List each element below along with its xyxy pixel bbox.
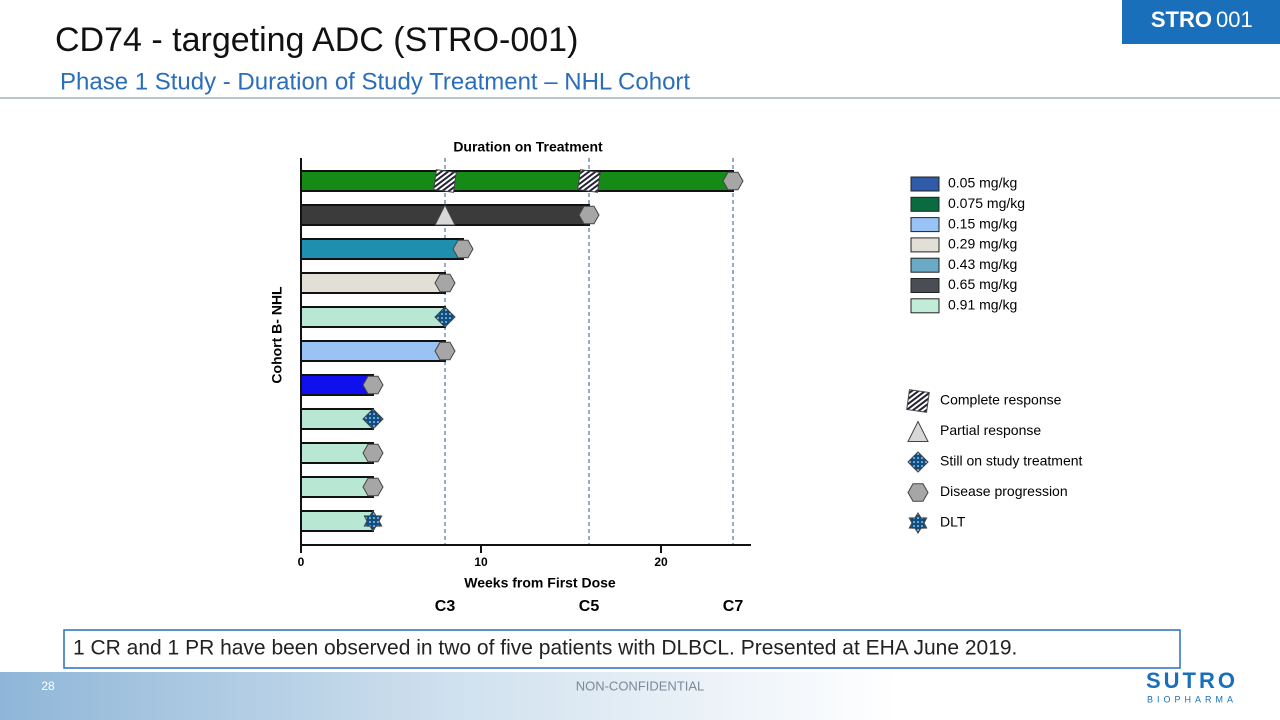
- marker-complete-response: [906, 389, 930, 413]
- marker-disease-progression: [722, 171, 744, 191]
- legend-swatch: [910, 278, 940, 293]
- chart-title: Duration on Treatment: [453, 139, 603, 155]
- event-legend-label: DLT: [940, 514, 966, 530]
- legend-label: 0.91 mg/kg: [948, 297, 1017, 313]
- page-number: 28: [41, 679, 55, 693]
- slide-title: CD74 - targeting ADC (STRO-001): [55, 21, 578, 59]
- bar: [300, 408, 374, 430]
- bar: [300, 272, 446, 294]
- legend-swatch: [910, 176, 940, 192]
- bar: [300, 238, 464, 260]
- marker-on-treatment: [362, 408, 384, 430]
- badge-bold: STRO: [1151, 7, 1212, 32]
- x-tick-label: 0: [298, 555, 305, 569]
- cycle-label: C5: [579, 598, 600, 615]
- marker-disease-progression: [907, 483, 929, 502]
- y-axis-label: Cohort B- NHL: [269, 286, 285, 384]
- marker-disease-progression: [362, 443, 384, 463]
- bar: [300, 170, 734, 192]
- event-legend-label: Complete response: [940, 392, 1062, 408]
- footer-text: NON-CONFIDENTIAL: [576, 678, 705, 693]
- legend-swatch: [910, 196, 940, 212]
- note-box: [63, 629, 1181, 669]
- marker-dlt: [363, 510, 383, 532]
- x-axis-label: Weeks from First Dose: [464, 575, 616, 591]
- marker-dlt: [908, 512, 928, 534]
- bar: [300, 476, 374, 498]
- badge-light: 001: [1216, 7, 1253, 32]
- cycle-label: C3: [435, 598, 456, 615]
- bar: [300, 340, 446, 362]
- legend-swatch: [910, 217, 940, 233]
- marker-disease-progression: [362, 375, 384, 395]
- marker-on-treatment: [434, 306, 456, 328]
- marker-complete-response: [577, 169, 601, 193]
- bar: [300, 306, 446, 328]
- legend-label: 0.05 mg/kg: [948, 175, 1017, 191]
- legend-label: 0.29 mg/kg: [948, 236, 1017, 252]
- logo: SUTRO: [1146, 668, 1238, 693]
- legend-label: 0.43 mg/kg: [948, 256, 1017, 272]
- x-tick-label: 10: [474, 555, 488, 569]
- legend-swatch: [910, 237, 940, 253]
- badge: [1122, 0, 1280, 44]
- footer-band: [0, 672, 1280, 720]
- legend-label: 0.65 mg/kg: [948, 276, 1017, 292]
- marker-partial-response: [434, 203, 456, 226]
- legend-swatch: [910, 257, 940, 273]
- bar: [300, 510, 374, 532]
- marker-disease-progression: [578, 205, 600, 225]
- event-legend-label: Disease progression: [940, 483, 1068, 499]
- marker-partial-response: [907, 420, 929, 442]
- bar: [300, 374, 374, 396]
- logo-sub: BIOPHARMA: [1147, 694, 1237, 704]
- event-legend-label: Partial response: [940, 422, 1041, 438]
- x-tick-label: 20: [654, 555, 668, 569]
- marker-disease-progression: [452, 239, 474, 259]
- marker-disease-progression: [362, 477, 384, 497]
- bar: [300, 442, 374, 464]
- marker-disease-progression: [434, 273, 456, 293]
- legend-label: 0.15 mg/kg: [948, 215, 1017, 231]
- marker-on-treatment: [907, 451, 929, 473]
- event-legend-label: Still on study treatment: [940, 453, 1083, 469]
- note: 1 CR and 1 PR have been observed in two …: [73, 637, 1017, 660]
- marker-complete-response: [433, 169, 457, 193]
- slide-subtitle: Phase 1 Study - Duration of Study Treatm…: [60, 68, 690, 95]
- legend-label: 0.075 mg/kg: [948, 195, 1025, 211]
- marker-disease-progression: [434, 341, 456, 361]
- legend-swatch: [910, 298, 940, 314]
- cycle-label: C7: [723, 598, 744, 615]
